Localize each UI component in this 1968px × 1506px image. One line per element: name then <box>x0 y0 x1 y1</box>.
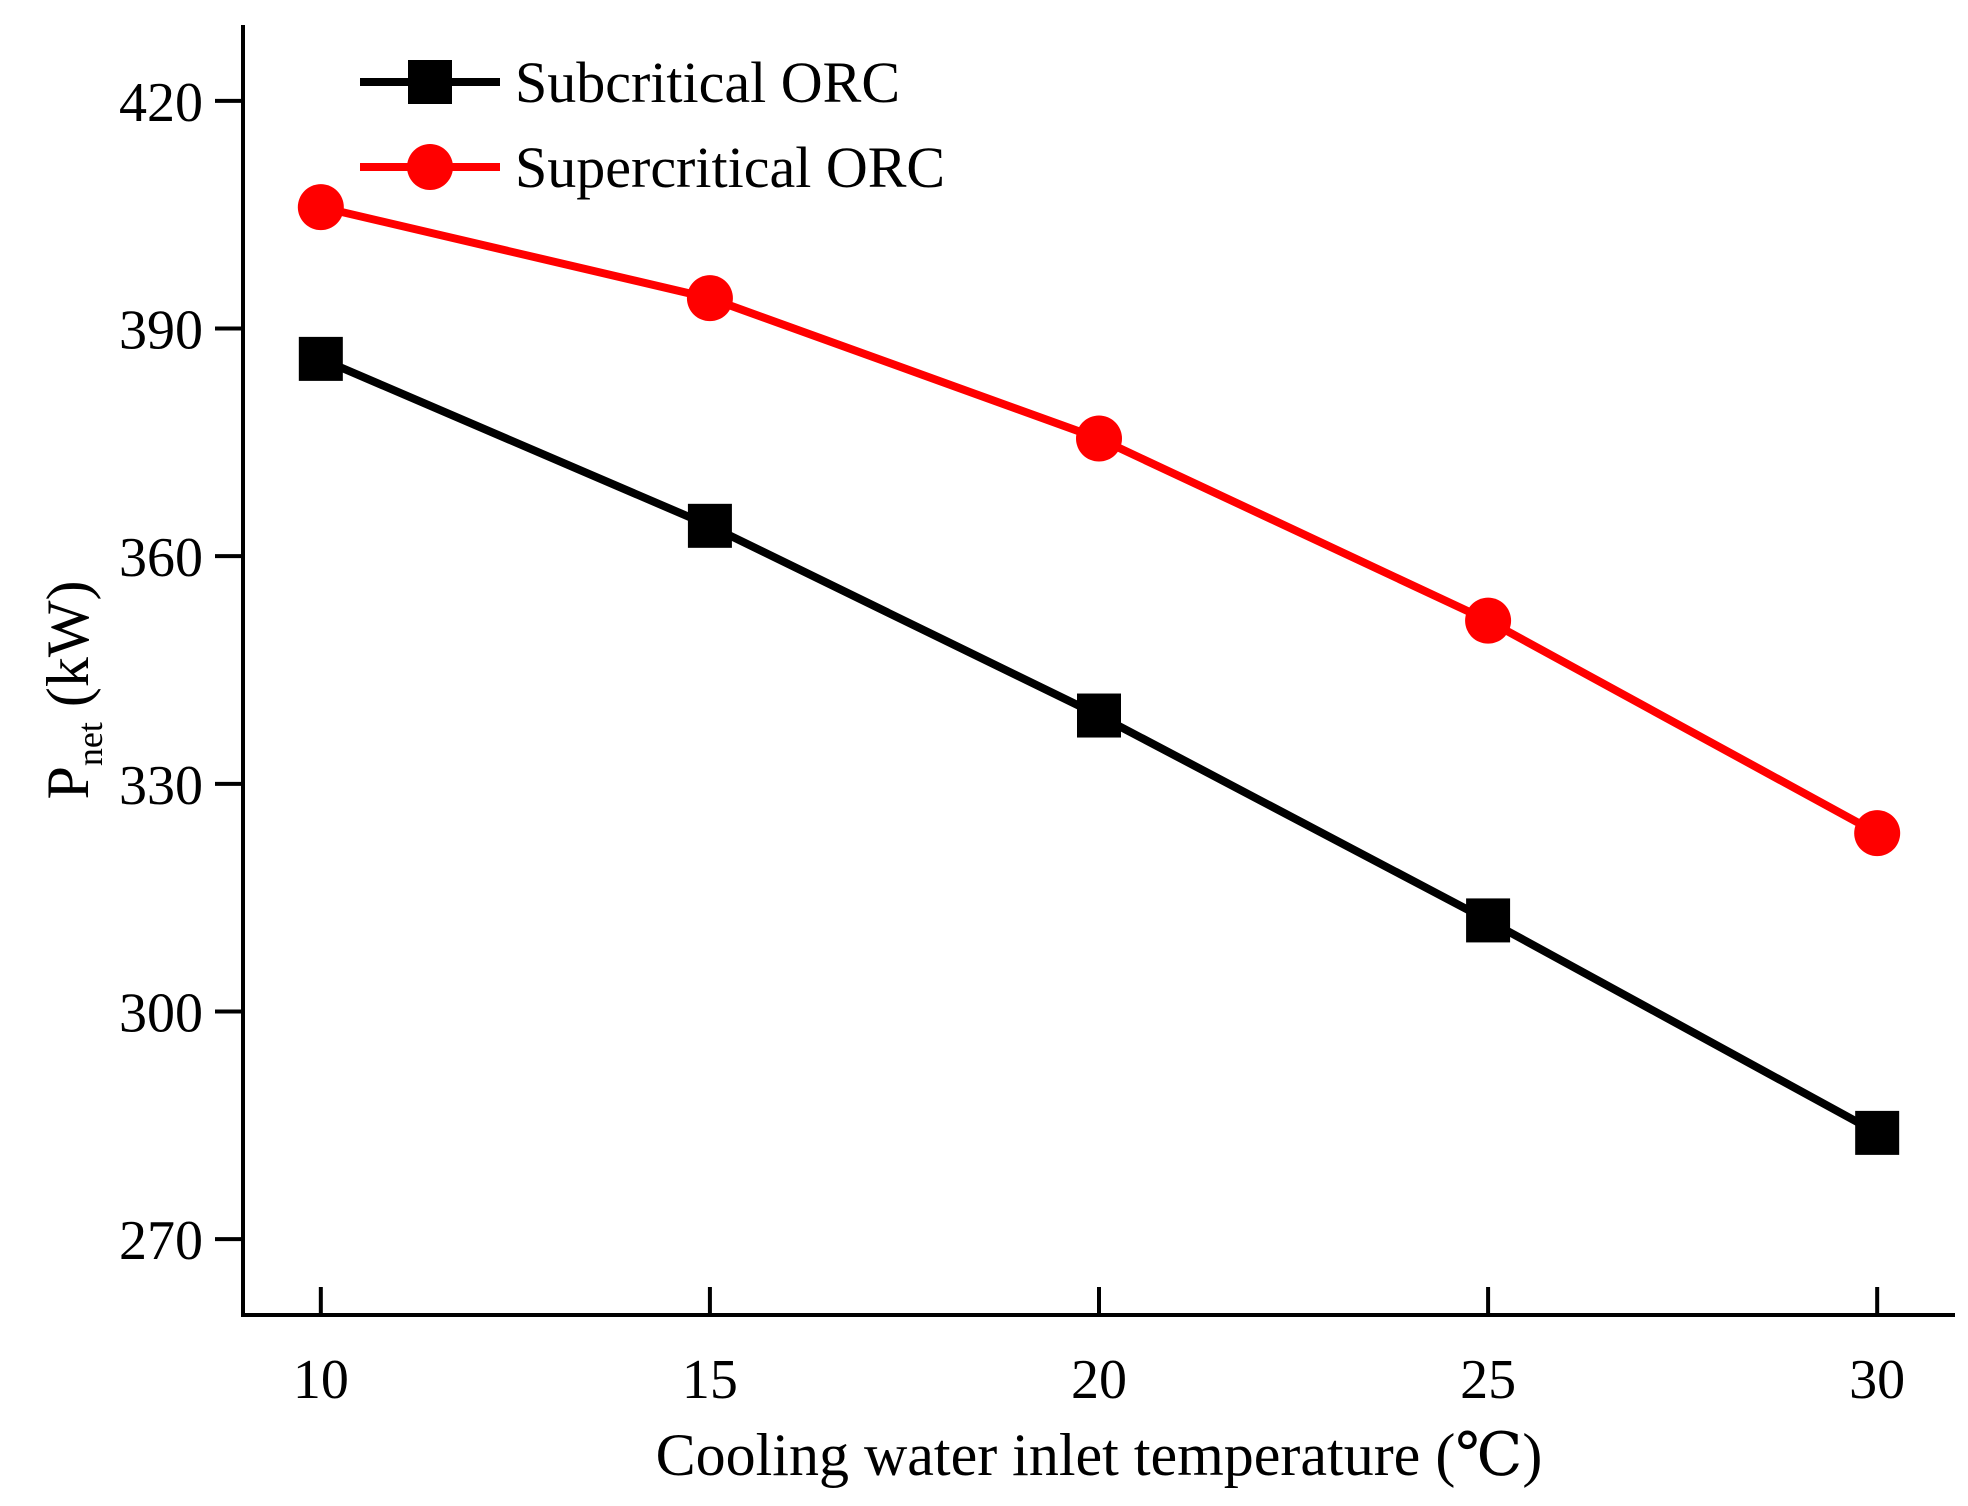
axes <box>241 25 1955 1317</box>
data-point-supercritical <box>1076 415 1122 462</box>
x-tick-label: 25 <box>1460 1349 1516 1411</box>
legend-label: Subcritical ORC <box>515 50 900 115</box>
y-tick-label: 390 <box>119 300 203 362</box>
series-subcritical <box>298 336 1900 1155</box>
y-tick-label: 360 <box>119 527 203 589</box>
series-line <box>319 355 1880 1137</box>
data-point-supercritical <box>1854 810 1901 857</box>
y-axis-title-main: P <box>35 766 101 799</box>
data-point-supercritical <box>297 184 344 231</box>
data-point-supercritical <box>1465 597 1512 644</box>
y-tick-label: 420 <box>119 72 203 134</box>
y-tick-label: 330 <box>119 755 203 817</box>
y-ticks: 270 300 330 360 390 420 <box>119 72 243 1272</box>
data-point-subcritical <box>1855 1110 1900 1155</box>
series-line <box>319 203 1880 837</box>
data-point-subcritical <box>298 336 343 381</box>
legend: Subcritical ORC Supercritical ORC <box>360 50 945 200</box>
y-axis-title-sub: net <box>70 722 110 766</box>
data-point-legend <box>408 60 452 104</box>
x-ticks: 10 15 20 25 30 <box>293 1287 1905 1411</box>
y-tick-label: 300 <box>119 982 203 1044</box>
x-tick-label: 15 <box>682 1349 738 1411</box>
series-supercritical <box>297 184 1901 857</box>
legend-item-supercritical: Supercritical ORC <box>360 135 945 200</box>
y-axis-title-unit: (kW) <box>35 581 101 723</box>
data-point-subcritical <box>1466 898 1511 943</box>
x-tick-label: 30 <box>1849 1349 1905 1411</box>
legend-item-subcritical: Subcritical ORC <box>360 50 900 115</box>
y-axis-title: Pnet (kW) <box>35 581 110 800</box>
data-point-legend <box>407 144 453 190</box>
x-axis-title: Cooling water inlet temperature (℃) <box>656 1422 1543 1488</box>
data-point-subcritical <box>1077 693 1121 738</box>
series-layer <box>297 184 1901 1155</box>
legend-label: Supercritical ORC <box>515 135 945 200</box>
y-tick-label: 270 <box>119 1210 203 1272</box>
x-tick-label: 10 <box>293 1349 349 1411</box>
x-tick-label: 20 <box>1071 1349 1127 1411</box>
data-point-subcritical <box>687 503 732 548</box>
data-point-supercritical <box>686 275 733 322</box>
